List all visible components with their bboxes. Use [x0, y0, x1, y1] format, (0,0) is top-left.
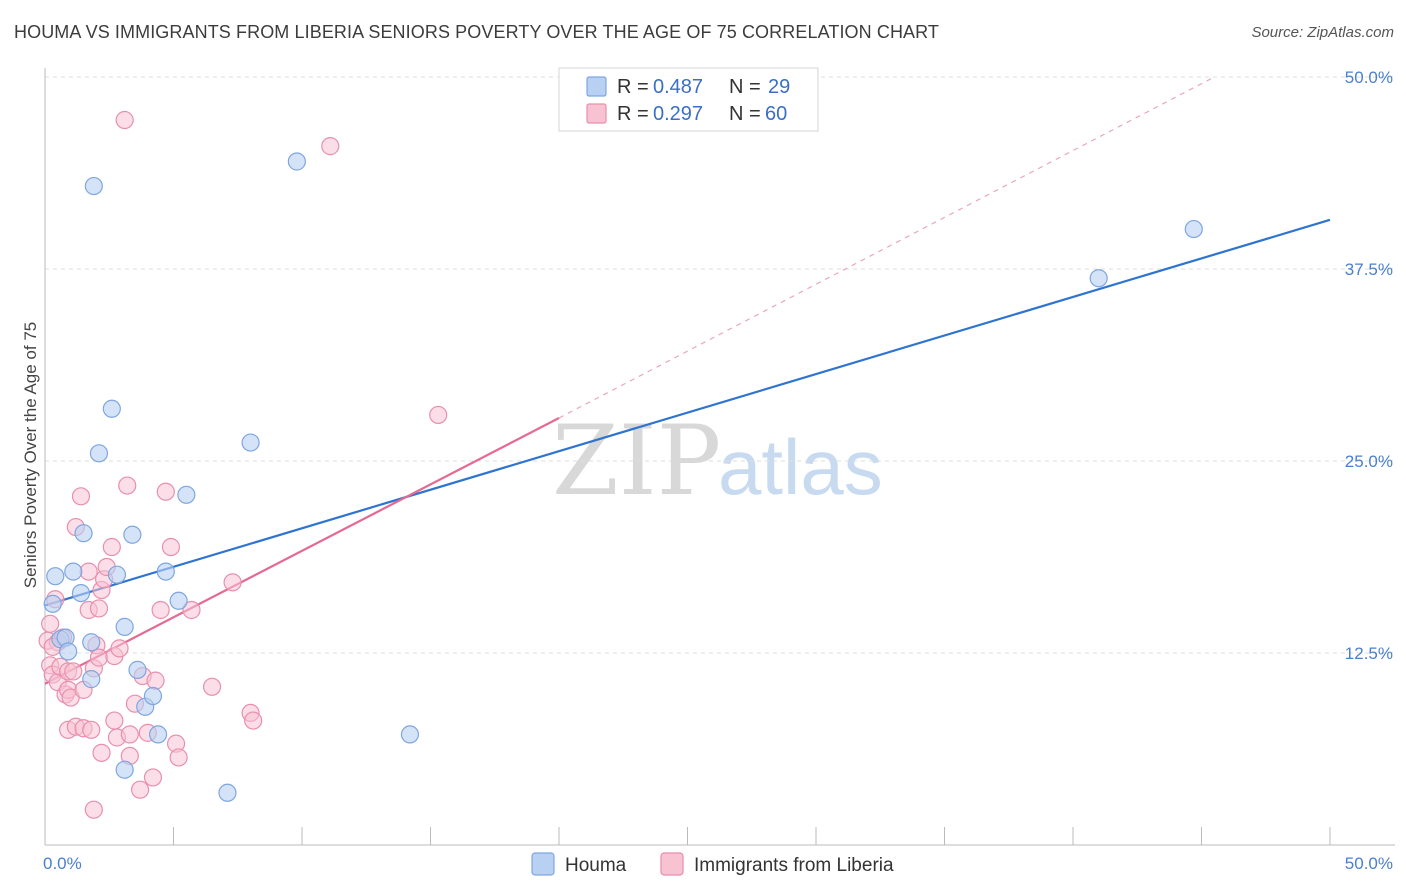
houma-point: [148, 725, 168, 744]
legend-n-value: 60: [765, 103, 787, 125]
liberia-point: [71, 487, 91, 506]
legend-n-label: N =: [729, 103, 761, 125]
houma-point: [241, 433, 260, 452]
legend-swatch-houma: [586, 76, 607, 97]
x-tick-label: 0.0%: [43, 854, 82, 873]
liberia-point: [102, 537, 121, 557]
liberia-point: [118, 476, 137, 495]
bottom-legend-swatch-houma: [531, 852, 555, 876]
liberia-trend-extension: [558, 76, 1215, 419]
watermark-atlas: atlas: [718, 423, 883, 511]
trend-lines: [44, 76, 1331, 685]
y-axis-label: Seniors Poverty Over the Age of 75: [21, 322, 40, 588]
houma-point: [64, 562, 83, 581]
liberia-point: [89, 648, 109, 667]
bottom-legend-label-houma: Houma: [565, 855, 627, 876]
liberia-point: [151, 600, 170, 620]
gridlines: [45, 76, 1395, 654]
houma-point: [143, 686, 163, 706]
liberia-point: [110, 639, 129, 658]
liberia-point: [169, 748, 188, 767]
liberia-point: [182, 600, 201, 620]
legend-swatch-liberia: [586, 103, 607, 124]
liberia-point: [64, 662, 83, 681]
houma-point: [46, 567, 65, 586]
liberia-point: [41, 614, 60, 633]
houma-point: [156, 562, 175, 581]
chart-title: HOUMA VS IMMIGRANTS FROM LIBERIA SENIORS…: [14, 22, 940, 42]
liberia-point: [115, 110, 134, 130]
tick-labels: 50.0% 37.5% 25.0% 12.5% 0.0% 50.0%: [43, 68, 1393, 873]
houma-point: [89, 444, 109, 463]
bottom-legend-swatch-liberia: [660, 852, 684, 876]
houma-point: [82, 633, 101, 652]
houma-point: [84, 176, 103, 196]
bottom-legend: Houma Immigrants from Liberia: [531, 852, 894, 876]
liberia-point: [84, 800, 103, 819]
legend-r-label: R =: [617, 76, 649, 98]
houma-point: [177, 485, 196, 504]
liberia-trend-line: [44, 417, 560, 685]
bottom-legend-label-liberia: Immigrants from Liberia: [694, 855, 894, 876]
y-tick-label: 12.5%: [1345, 644, 1393, 663]
houma-point: [128, 660, 147, 679]
liberia-point: [130, 780, 150, 799]
legend-n-value: 29: [768, 76, 790, 98]
liberia-point: [321, 137, 340, 156]
houma-point: [115, 617, 134, 636]
liberia-point: [105, 711, 124, 730]
liberia-point: [143, 768, 163, 787]
liberia-point: [82, 720, 101, 739]
liberia-point: [429, 405, 448, 425]
legend-r-label: R =: [617, 103, 649, 125]
houma-point: [169, 591, 188, 610]
liberia-point: [244, 711, 263, 730]
houma-point: [102, 399, 121, 418]
houma-point: [107, 565, 127, 584]
source-label: Source: ZipAtlas.com: [1251, 24, 1394, 41]
houma-point: [74, 524, 93, 543]
houma-point: [218, 783, 237, 802]
houma-point: [123, 525, 142, 544]
houma-point: [1089, 269, 1108, 288]
houma-point: [59, 642, 78, 661]
x-tick-label: 50.0%: [1345, 854, 1393, 873]
liberia-point: [202, 677, 222, 696]
axes: [44, 68, 1395, 846]
legend-r-value: 0.487: [653, 76, 703, 98]
y-tick-label: 50.0%: [1345, 68, 1393, 87]
liberia-point: [161, 537, 181, 557]
houma-point: [82, 670, 101, 689]
legend-n-label: N =: [729, 76, 761, 98]
liberia-point: [92, 743, 111, 762]
liberia-point: [146, 671, 165, 690]
liberia-point: [223, 573, 242, 592]
houma-point: [71, 583, 91, 603]
houma-trend-line: [44, 218, 1331, 607]
liberia-point: [156, 482, 175, 501]
liberia-point: [79, 562, 98, 581]
houma-point: [115, 760, 134, 779]
houma-point: [1184, 219, 1203, 239]
top-legend: R = 0.487 N = 29 R = 0.297 N = 60: [558, 67, 819, 132]
houma-point: [43, 594, 62, 613]
y-tick-label: 25.0%: [1345, 452, 1393, 471]
houma-point: [287, 152, 306, 171]
data-points: [38, 110, 1203, 819]
liberia-point: [120, 725, 139, 744]
liberia-point: [89, 599, 109, 618]
legend-r-value: 0.297: [653, 103, 703, 125]
y-tick-label: 37.5%: [1345, 260, 1393, 279]
houma-point: [400, 725, 420, 744]
